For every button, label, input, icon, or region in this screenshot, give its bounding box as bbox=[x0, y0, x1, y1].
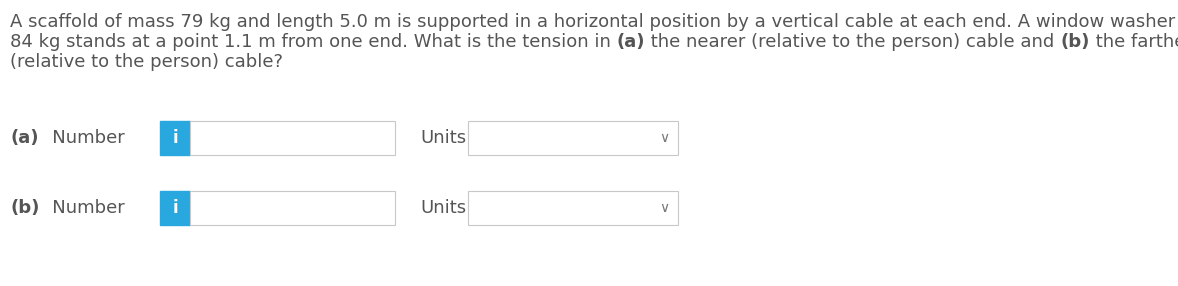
Text: (a): (a) bbox=[616, 33, 646, 51]
Text: (b): (b) bbox=[1060, 33, 1090, 51]
FancyBboxPatch shape bbox=[160, 191, 190, 225]
Text: (relative to the person) cable?: (relative to the person) cable? bbox=[9, 53, 283, 71]
Text: ∨: ∨ bbox=[659, 131, 669, 145]
Text: Units: Units bbox=[421, 129, 466, 147]
FancyBboxPatch shape bbox=[160, 121, 190, 155]
Text: (b): (b) bbox=[9, 199, 39, 217]
Text: Units: Units bbox=[421, 199, 466, 217]
FancyBboxPatch shape bbox=[190, 121, 395, 155]
FancyBboxPatch shape bbox=[190, 191, 395, 225]
Text: (a): (a) bbox=[9, 129, 39, 147]
Text: 84 kg stands at a point 1.1 m from one end. What is the tension in: 84 kg stands at a point 1.1 m from one e… bbox=[9, 33, 616, 51]
Text: Number: Number bbox=[35, 199, 125, 217]
Text: i: i bbox=[172, 129, 178, 147]
Text: ∨: ∨ bbox=[659, 201, 669, 215]
Text: Number: Number bbox=[35, 129, 125, 147]
FancyBboxPatch shape bbox=[468, 191, 679, 225]
Text: i: i bbox=[172, 199, 178, 217]
FancyBboxPatch shape bbox=[468, 121, 679, 155]
Text: the farther: the farther bbox=[1090, 33, 1178, 51]
Text: A scaffold of mass 79 kg and length 5.0 m is supported in a horizontal position : A scaffold of mass 79 kg and length 5.0 … bbox=[9, 13, 1178, 31]
Text: the nearer (relative to the person) cable and: the nearer (relative to the person) cabl… bbox=[646, 33, 1060, 51]
